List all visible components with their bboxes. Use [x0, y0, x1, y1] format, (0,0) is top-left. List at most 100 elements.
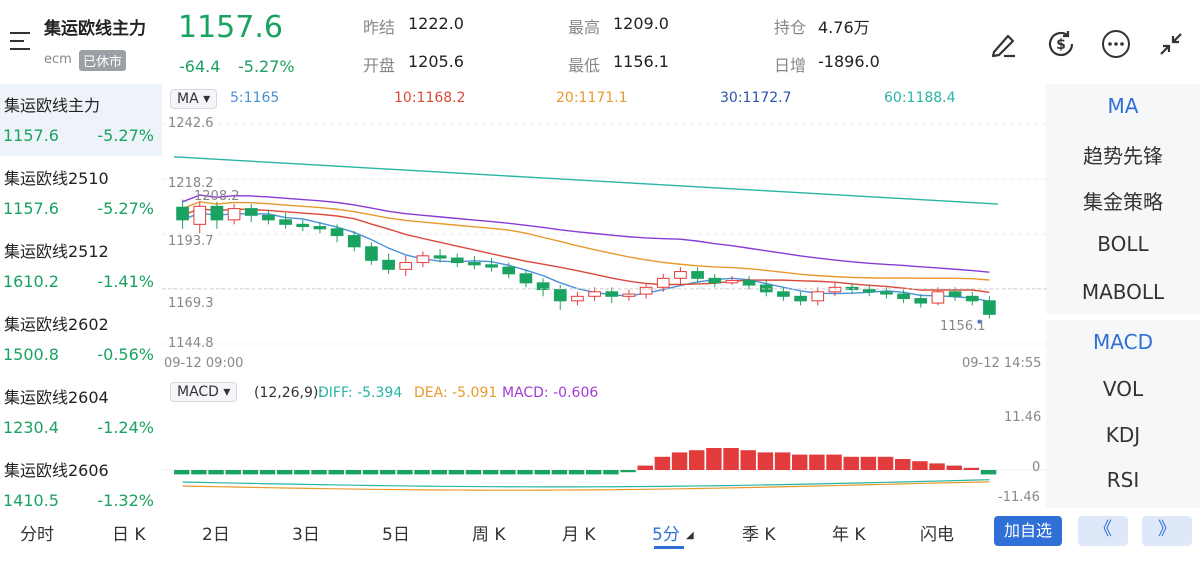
candle [210, 201, 224, 229]
tab-monthly-k[interactable]: 月 K [562, 525, 596, 545]
watchlist-item-name: 集运欧线2510 [4, 169, 109, 188]
stat-value-low: 1156.1 [613, 52, 669, 71]
macd-tick: 11.46 [1004, 410, 1042, 425]
indicator-strategy[interactable]: 集金策略 [1083, 190, 1163, 214]
menu-icon[interactable] [10, 30, 36, 52]
currency-exchange-icon[interactable]: $ [1045, 28, 1077, 60]
macd-bar [826, 454, 842, 470]
indicator-maboll[interactable]: MABOLL [1081, 280, 1165, 304]
candle [433, 249, 447, 263]
stat-value-daily-change: -1896.0 [818, 52, 880, 71]
watchlist-item-name: 集运欧线主力 [4, 96, 101, 115]
watchlist-item[interactable]: 集运欧线2604 1230.4 -1.24% [0, 376, 162, 448]
candle-body [931, 291, 945, 304]
macd-bar [912, 461, 928, 470]
ma10-label: 10:1168.2 [394, 90, 466, 106]
candle [931, 287, 945, 306]
candle-body [176, 206, 189, 221]
macd-bar [586, 470, 602, 475]
indicator-kdj[interactable]: KDJ [1105, 423, 1141, 447]
indicator-macd[interactable]: MACD [1093, 330, 1153, 354]
candle [605, 287, 619, 304]
watchlist-item-pct: -0.56% [97, 345, 154, 364]
candle [983, 296, 996, 319]
candle [227, 204, 241, 225]
prev-page-button[interactable]: 《 [1078, 516, 1128, 546]
kline-chart-area[interactable]: MA ▾ 5:1165 10:1168.2 20:1171.1 30:1172.… [162, 84, 1046, 508]
indicator-rsi[interactable]: RSI [1106, 468, 1140, 492]
candle-body [382, 259, 395, 270]
ma5-line [182, 212, 990, 302]
more-icon[interactable] [1100, 28, 1132, 60]
tab-weekly-k[interactable]: 周 K [472, 525, 506, 545]
indicator-vol[interactable]: VOL [1102, 377, 1144, 401]
candle-body [553, 289, 567, 302]
tab-5day[interactable]: 5日 [382, 525, 410, 545]
candle-body [365, 246, 378, 261]
tab-quarterly-k[interactable]: 季 K [742, 525, 776, 545]
macd-value-label: MACD: -0.606 [502, 385, 599, 401]
macd-bar [380, 470, 396, 475]
candle [347, 231, 361, 252]
ma20-line [182, 201, 990, 281]
watchlist-item[interactable]: 集运欧线2602 1500.8 -0.56% [0, 303, 162, 375]
candle [485, 258, 498, 272]
candle [468, 255, 481, 270]
watchlist-item-price: 1157.6 [3, 199, 59, 218]
candle-body [794, 295, 807, 302]
macd-bar [877, 456, 894, 470]
candle-body [880, 291, 893, 295]
tab-intraday[interactable]: 分时 [20, 525, 54, 545]
period-tab-bar: 分时 日 K 2日 3日 5日 周 K 月 K 5分 ◢ 季 K 年 K 闪电 … [0, 508, 1200, 568]
candle-body [588, 291, 601, 297]
macd-params: (12,26,9): [254, 385, 324, 401]
y-tick: 1242.6 [168, 116, 214, 131]
watchlist-item[interactable]: 集运欧线2510 1157.6 -5.27% [0, 157, 162, 229]
macd-bar [620, 470, 636, 473]
candle [416, 251, 430, 268]
tab-2day[interactable]: 2日 [202, 525, 230, 545]
watchlist-item-price: 1230.4 [3, 418, 59, 437]
candle-body [708, 277, 722, 284]
macd-selector[interactable]: MACD ▾ [170, 382, 238, 402]
watchlist-item[interactable]: 集运欧线2512 1610.2 -1.41% [0, 230, 162, 302]
price-change-pct: -5.27% [238, 57, 295, 76]
price-change: -64.4 [179, 57, 221, 76]
macd-diff-label: DIFF: -5.394 [318, 385, 403, 401]
dropdown-arrow-icon: ◢ [686, 530, 694, 541]
candle [742, 276, 756, 290]
ma30-line [182, 194, 990, 273]
candle [262, 210, 275, 225]
macd-bar [946, 465, 962, 470]
tab-flash[interactable]: 闪电 [920, 525, 954, 545]
ma20-label: 20:1171.1 [556, 90, 628, 106]
watchlist-item-name: 集运欧线2606 [4, 461, 109, 480]
macd-bar [517, 470, 533, 475]
candle [193, 201, 207, 234]
next-page-button[interactable]: 》 [1142, 516, 1192, 546]
macd-diff-line [182, 479, 990, 488]
watchlist-item[interactable]: 集运欧线主力 1157.6 -5.27% [0, 84, 162, 156]
indicator-trend[interactable]: 趋势先锋 [1083, 144, 1163, 168]
ma-selector[interactable]: MA ▾ [170, 89, 218, 109]
draw-icon[interactable] [988, 28, 1020, 60]
indicator-boll[interactable]: BOLL [1097, 232, 1149, 256]
watchlist-item[interactable]: 集运欧线2606 1410.5 -1.32% [0, 449, 162, 508]
macd-bar [551, 470, 568, 475]
ma-selector-label: MA [177, 91, 199, 107]
y-tick: 1144.8 [168, 336, 214, 351]
candle [176, 199, 189, 229]
tab-3day[interactable]: 3日 [292, 525, 320, 545]
tab-5min[interactable]: 5分 ◢ [652, 520, 694, 549]
tab-daily-k[interactable]: 日 K [112, 525, 146, 545]
candlestick-chart[interactable] [162, 114, 1046, 354]
add-to-watchlist-button[interactable]: 加自选 [994, 516, 1062, 546]
indicator-ma[interactable]: MA [1107, 94, 1139, 118]
candle [502, 262, 516, 279]
macd-bar [689, 450, 705, 470]
candle [828, 282, 842, 297]
tab-yearly-k[interactable]: 年 K [832, 525, 866, 545]
collapse-icon[interactable] [1155, 28, 1187, 60]
macd-chart[interactable] [162, 408, 1046, 504]
candle [399, 255, 413, 277]
